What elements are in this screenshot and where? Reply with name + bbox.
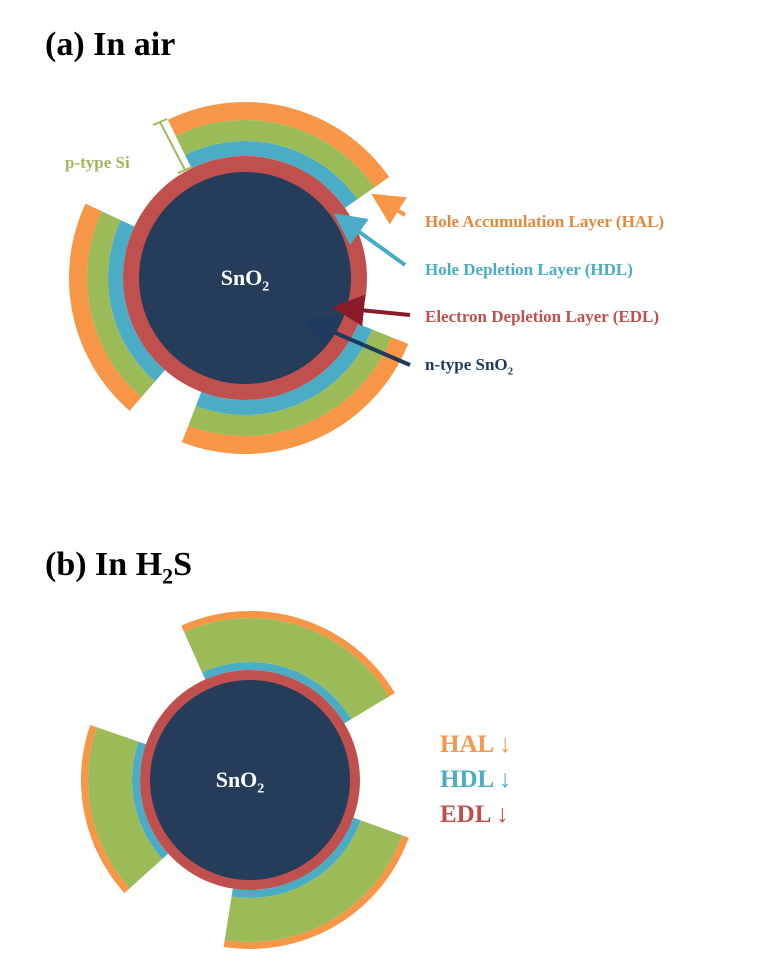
label: n-type SnO2 — [425, 355, 514, 377]
layer-sector — [87, 727, 163, 889]
layer-sector — [202, 662, 352, 724]
layer-sector — [86, 211, 156, 398]
substrate-label: p-type Si — [65, 153, 130, 172]
layer-sector — [181, 611, 395, 697]
layer-sector — [223, 835, 409, 949]
sno2-core — [139, 172, 351, 384]
label: EDL ↓ — [440, 801, 509, 828]
arrow — [371, 193, 407, 225]
sno2-core — [150, 680, 350, 880]
layer-sector — [184, 141, 358, 209]
label: Hole Accumulation Layer (HAL) — [425, 212, 664, 231]
layer-sector — [175, 120, 375, 200]
layer-sector — [131, 741, 169, 859]
layer-sector — [81, 724, 130, 894]
label: SnO2 — [221, 265, 270, 295]
thickness-bracket — [159, 121, 186, 171]
arrow — [332, 294, 411, 327]
text: Hole Accumulation Layer (HAL) — [425, 212, 664, 231]
bracket-cap — [152, 118, 168, 126]
text: EDL ↓ — [440, 801, 509, 828]
layer-sector — [231, 817, 361, 898]
text: SnO — [216, 767, 258, 792]
layer-sector — [224, 820, 403, 942]
text: SnO — [221, 265, 263, 290]
text: (a) In air — [45, 26, 175, 63]
arrow — [333, 213, 407, 267]
layer-sector — [195, 323, 373, 415]
label: HAL ↓ — [440, 731, 512, 758]
layer-sector — [68, 203, 142, 411]
subscript: 2 — [508, 365, 514, 377]
text: HDL ↓ — [440, 766, 512, 793]
layers — [68, 102, 409, 949]
label: HDL ↓ — [440, 766, 512, 793]
text: HAL ↓ — [440, 731, 512, 758]
subscript: 2 — [162, 564, 173, 589]
label: SnO2 — [216, 767, 265, 797]
text: (b) In H — [45, 546, 162, 583]
label: (a) In air — [45, 26, 175, 63]
label: (b) In H2S — [45, 546, 192, 589]
text: Electron Depletion Layer (EDL) — [425, 307, 659, 326]
label: Hole Depletion Layer (HDL) — [425, 260, 633, 279]
subscript: 2 — [262, 280, 269, 295]
layer-sector — [167, 102, 390, 188]
label: Electron Depletion Layer (EDL) — [425, 307, 659, 326]
text: Hole Depletion Layer (HDL) — [425, 260, 633, 279]
text: S — [173, 546, 192, 583]
layer-sector — [184, 618, 389, 720]
bracket-cap — [177, 166, 193, 174]
subscript: 2 — [257, 782, 264, 797]
layer-sector — [108, 220, 165, 382]
layer-sector — [181, 337, 409, 454]
layer-sector — [188, 329, 392, 436]
text: n-type SnO — [425, 355, 508, 374]
arrow — [302, 316, 411, 367]
